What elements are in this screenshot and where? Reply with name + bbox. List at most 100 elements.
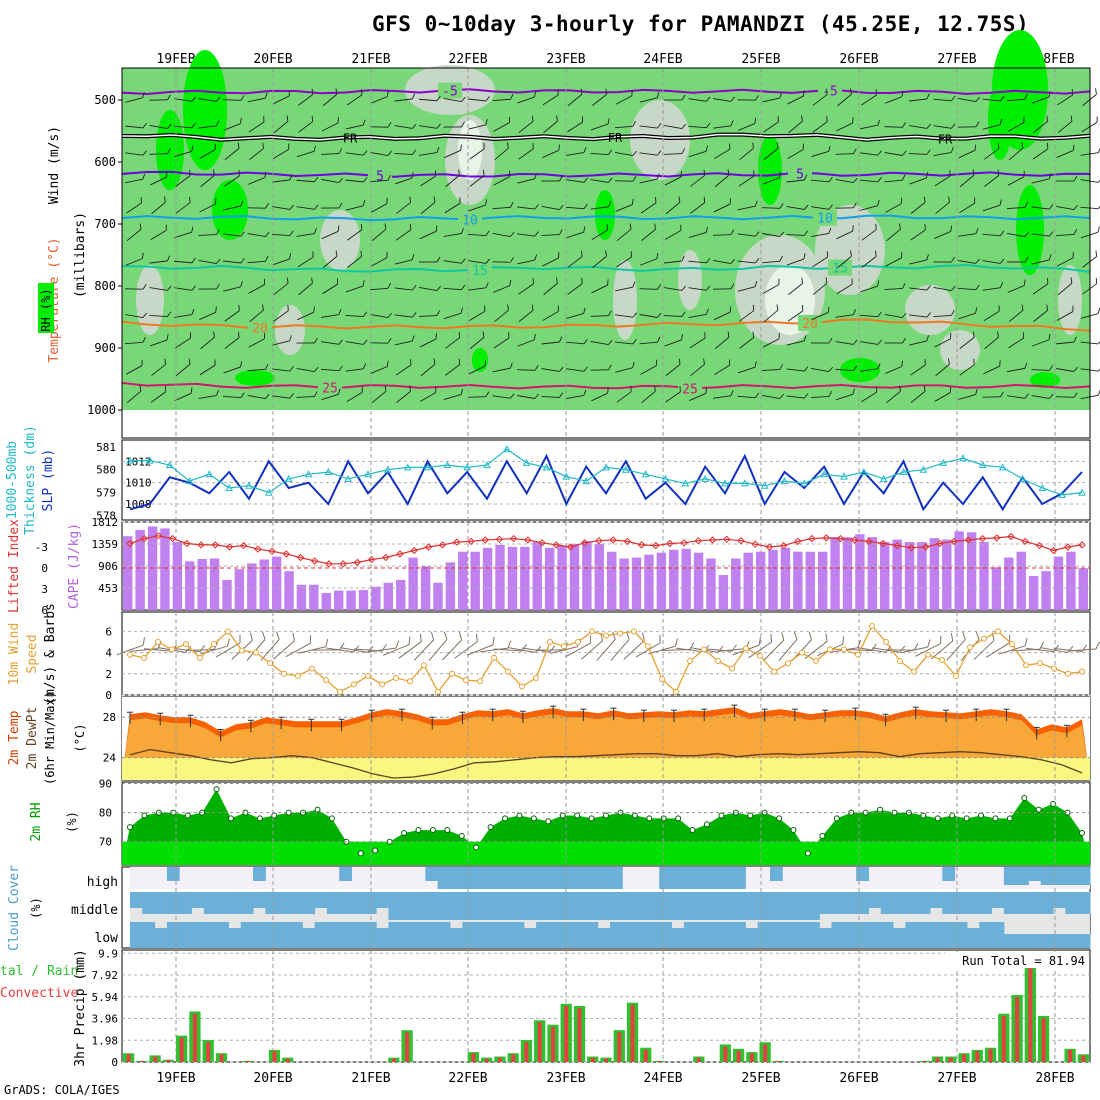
wind-speed-marker — [575, 638, 581, 645]
wind-barb — [1056, 144, 1075, 158]
precip-convective-bar — [179, 1037, 184, 1062]
surface-wind-barb — [1040, 645, 1074, 653]
wind-barb — [173, 122, 196, 129]
wind-barb — [688, 226, 709, 238]
wind-barb — [641, 223, 656, 241]
wind-barb — [247, 171, 267, 185]
cloud-high-bar — [1077, 867, 1091, 885]
wind-barb — [492, 279, 512, 293]
wind-barb — [443, 258, 466, 264]
cloud-middle-bar — [265, 892, 279, 914]
isotherm-label-bg — [678, 380, 702, 397]
wind-speed-marker — [953, 672, 959, 679]
cloud-middle-bar — [450, 892, 463, 920]
cloud-middle-bar — [1065, 892, 1079, 914]
wind-barb — [590, 364, 612, 371]
precip-tick-label: 9.9 — [98, 947, 118, 960]
wind-barb — [395, 223, 412, 241]
cloud-middle-bar — [351, 892, 365, 914]
precip-panel-frame — [121, 949, 1091, 1063]
wind-barb — [419, 225, 438, 240]
ylabel-cloud-unit: (%) — [29, 897, 43, 919]
wind-barb — [175, 358, 191, 377]
wind-barb — [984, 331, 999, 350]
wind-barb — [394, 285, 417, 291]
wind-barb — [296, 145, 316, 158]
cloud-low-bar — [437, 922, 451, 948]
cloud-middle-bar — [1040, 892, 1054, 914]
isotherm-label: 5 — [796, 167, 804, 182]
wind-barb — [346, 386, 363, 403]
thickness-marker — [383, 465, 392, 473]
cloud-low-bar — [486, 922, 500, 948]
precip-convective-bar — [657, 1060, 662, 1062]
wind-barb — [369, 282, 391, 291]
pressure-tick-label: 500 — [94, 93, 116, 107]
cloud-high-bar — [560, 867, 574, 889]
wind-barb — [786, 366, 809, 372]
wind-barb — [469, 305, 486, 322]
rh2m-marker — [444, 827, 451, 834]
wind-barb — [296, 337, 318, 344]
rh2m-marker — [675, 815, 682, 822]
wind-barb — [786, 335, 807, 346]
wind-barb — [567, 88, 583, 107]
wind-barb — [420, 358, 436, 377]
wind-barb — [958, 144, 977, 159]
cape-bar — [966, 532, 977, 610]
wind-barb — [223, 258, 245, 264]
cape-bar — [842, 537, 853, 610]
date-label-bottom: 26FEB — [839, 1071, 878, 1086]
wind-barb — [762, 231, 785, 237]
rh-patch — [235, 370, 275, 386]
cloud-low-bar — [228, 928, 242, 948]
wind-barb — [786, 230, 809, 236]
wind-speed-marker — [561, 643, 567, 650]
wind-speed-marker — [967, 644, 973, 651]
slp-line — [129, 453, 1083, 512]
wind-barb — [957, 121, 980, 128]
wind-speed-marker — [155, 638, 161, 645]
cape-bar — [755, 551, 766, 610]
lifted-marker — [367, 555, 376, 564]
cape-bar — [954, 531, 964, 610]
wind-barb — [418, 310, 441, 317]
wind-barb — [590, 177, 613, 183]
date-label-bottom: 24FEB — [643, 1071, 682, 1086]
cape-bar — [867, 537, 878, 610]
lifted-marker — [296, 553, 305, 562]
wind-barb — [616, 251, 632, 268]
rh2m-marker — [473, 844, 480, 851]
wind-barb — [174, 96, 196, 102]
cloud-low-bar — [351, 922, 365, 948]
wind-barb — [174, 387, 193, 402]
wind-barb — [125, 91, 145, 103]
rh-tick-label: 80 — [99, 807, 112, 820]
wind-barb — [541, 204, 564, 210]
cloud-middle-bar — [142, 892, 156, 914]
lifted-marker — [311, 557, 319, 565]
wind-barb — [737, 200, 758, 211]
cloud-high-bar — [536, 867, 549, 889]
lifted-marker — [694, 536, 703, 545]
cloud-low-bar — [499, 922, 513, 948]
wind-speed-marker — [911, 668, 917, 675]
wind-speed-marker — [1079, 668, 1085, 675]
cloud-low-bar — [400, 922, 414, 948]
cape-bar — [780, 547, 791, 610]
cloud-middle-bar — [708, 892, 722, 920]
wind-barb — [517, 254, 538, 265]
rh2m-marker — [184, 812, 191, 819]
precip-tick-label: 0 — [111, 1056, 118, 1069]
rh2m-marker — [227, 815, 234, 822]
cloud-middle-bar — [979, 892, 993, 914]
wind-barb — [663, 94, 686, 101]
cloud-low-bar — [573, 922, 586, 948]
wind-barb — [492, 93, 514, 102]
wind-speed-marker — [449, 670, 455, 677]
cape-bar — [1078, 568, 1088, 610]
wind-barb — [396, 385, 411, 403]
wind-barb — [345, 150, 368, 156]
rh-patch — [630, 100, 690, 180]
wind-barb — [198, 229, 220, 236]
